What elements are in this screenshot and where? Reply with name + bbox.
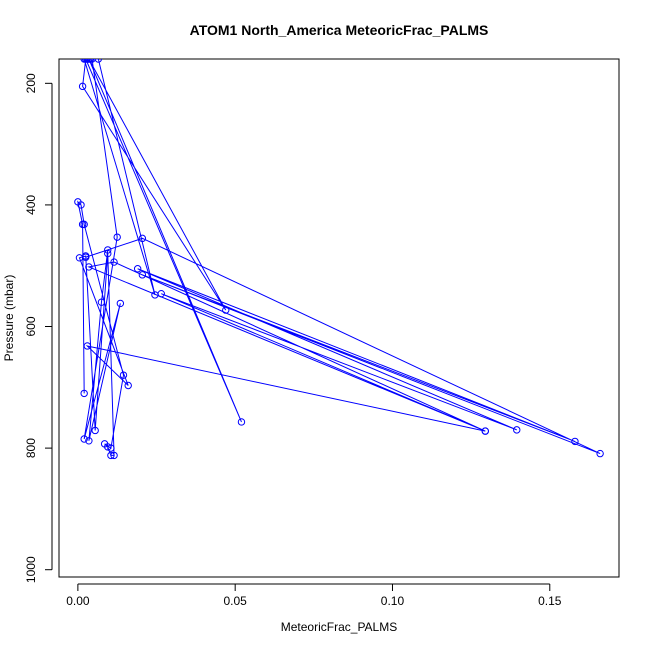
x-tick-label: 0.10	[381, 594, 405, 608]
data-point	[222, 306, 230, 314]
data-point	[107, 451, 115, 460]
y-axis-label: Pressure (mbar)	[2, 275, 16, 362]
data-point	[78, 220, 87, 229]
y-tick-label: 800	[24, 438, 38, 458]
data-point	[513, 426, 521, 434]
plot-area	[74, 59, 604, 460]
data-point	[157, 289, 165, 298]
data-point	[138, 234, 147, 243]
data-point	[481, 427, 489, 435]
data-point	[100, 440, 109, 448]
data-point	[82, 252, 90, 260]
x-tick-label: 0.00	[66, 594, 90, 608]
y-tick-label: 1000	[24, 556, 38, 583]
series-line	[77, 59, 601, 456]
data-point	[78, 82, 87, 91]
data-point	[97, 298, 106, 306]
plot-frame	[58, 58, 620, 578]
data-point	[88, 59, 96, 63]
data-point	[237, 418, 246, 426]
y-tick-label: 600	[24, 316, 38, 336]
data-point	[85, 59, 93, 63]
data-point	[596, 449, 604, 458]
data-point	[85, 437, 93, 445]
y-axis: 200 400 600 800 1000	[24, 73, 53, 583]
data-point	[85, 263, 93, 271]
data-point	[80, 435, 88, 443]
data-point	[133, 265, 142, 273]
data-point	[83, 342, 92, 350]
data-point	[91, 426, 99, 435]
data-point	[107, 444, 115, 452]
data-point	[104, 249, 112, 258]
x-axis: 0.00 0.05 0.10 0.15	[66, 583, 562, 608]
data-point	[80, 59, 88, 63]
data-point	[113, 233, 121, 241]
data-point	[571, 437, 579, 446]
chart-title: ATOM1 North_America MeteoricFrac_PALMS	[190, 22, 489, 38]
x-tick-label: 0.15	[538, 594, 562, 608]
x-tick-label: 0.05	[224, 594, 248, 608]
y-tick-label: 400	[24, 195, 38, 215]
x-axis-label: MeteoricFrac_PALMS	[281, 620, 397, 634]
data-point	[138, 271, 147, 279]
data-point	[104, 246, 112, 254]
series-group	[74, 59, 604, 460]
data-point	[119, 371, 128, 379]
data-point	[110, 451, 118, 460]
y-tick-label: 200	[24, 73, 38, 93]
data-point	[94, 59, 103, 63]
data-point	[110, 258, 118, 266]
data-point	[116, 299, 125, 308]
data-point	[74, 198, 82, 206]
data-point	[124, 381, 132, 390]
data-point	[80, 389, 88, 398]
